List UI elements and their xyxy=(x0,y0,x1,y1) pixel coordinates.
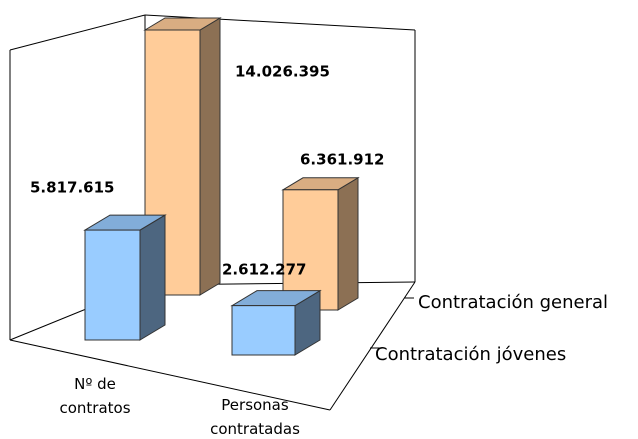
value-label: 14.026.395 xyxy=(235,63,330,81)
category-label: Nº de contratos xyxy=(59,375,131,417)
bar-side xyxy=(139,214,166,341)
bar-side xyxy=(199,17,221,296)
value-label: 5.817.615 xyxy=(30,179,114,197)
bar-side xyxy=(337,176,359,311)
value-label: 2.612.277 xyxy=(222,261,306,279)
category-label: Personas contratadas xyxy=(210,396,300,438)
legend-label: Contratación jóvenes xyxy=(375,344,566,365)
bar xyxy=(231,305,296,356)
value-label: 6.361.912 xyxy=(300,151,384,169)
legend-label: Contratación general xyxy=(418,292,608,313)
bar xyxy=(84,229,141,341)
